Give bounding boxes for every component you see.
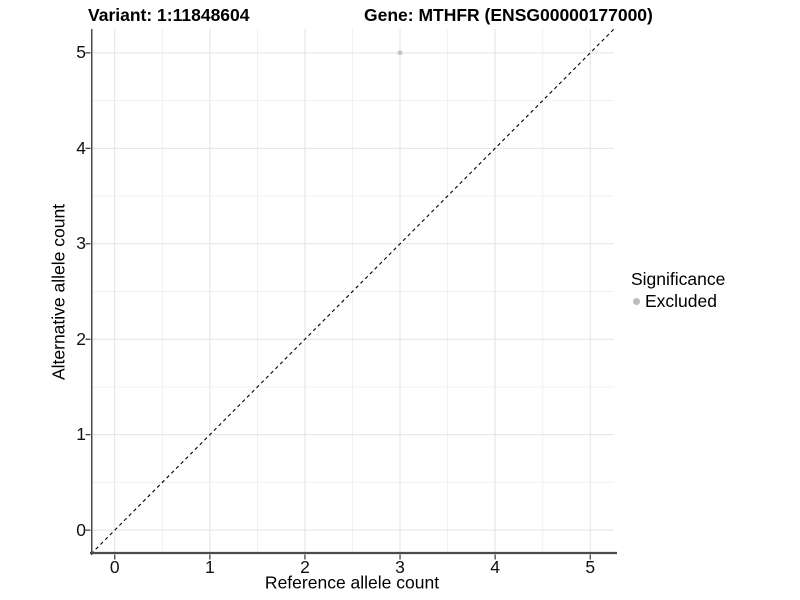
y-tick-label: 0 bbox=[76, 519, 86, 540]
y-tick-label: 2 bbox=[76, 328, 86, 349]
plot-title-variant: Variant: 1:11848604 bbox=[88, 5, 250, 25]
y-tick-label: 1 bbox=[76, 424, 86, 445]
x-axis-title: Reference allele count bbox=[264, 572, 440, 593]
y-tick-label: 3 bbox=[76, 233, 86, 254]
y-tick-label: 4 bbox=[76, 137, 86, 158]
y-tick-label: 5 bbox=[76, 42, 86, 63]
x-tick-label: 4 bbox=[490, 557, 500, 577]
y-axis-title: Alternative allele count bbox=[48, 203, 69, 381]
legend-item-excluded: Excluded bbox=[631, 291, 725, 311]
data-point-excluded bbox=[397, 50, 403, 56]
legend: Significance Excluded bbox=[631, 269, 725, 311]
x-tick-label: 2 bbox=[300, 557, 310, 577]
legend-point-icon bbox=[633, 297, 640, 305]
legend-item-label: Excluded bbox=[645, 291, 717, 311]
legend-items: Excluded bbox=[631, 291, 725, 311]
x-tick-label: 0 bbox=[109, 557, 120, 577]
x-tick-label: 1 bbox=[204, 557, 215, 577]
legend-title: Significance bbox=[631, 269, 726, 289]
identity-dashed-line bbox=[90, 28, 615, 555]
x-tick-label: 3 bbox=[395, 557, 405, 577]
plot-title-gene: Gene: MTHFR (ENSG00000177000) bbox=[364, 5, 653, 25]
x-tick-label: 5 bbox=[585, 557, 596, 577]
